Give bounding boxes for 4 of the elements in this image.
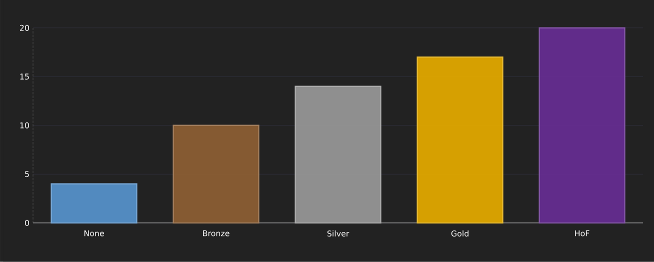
- bar: [50, 183, 138, 224]
- bar: [172, 124, 260, 224]
- bar: [416, 56, 504, 224]
- bar: [538, 27, 626, 224]
